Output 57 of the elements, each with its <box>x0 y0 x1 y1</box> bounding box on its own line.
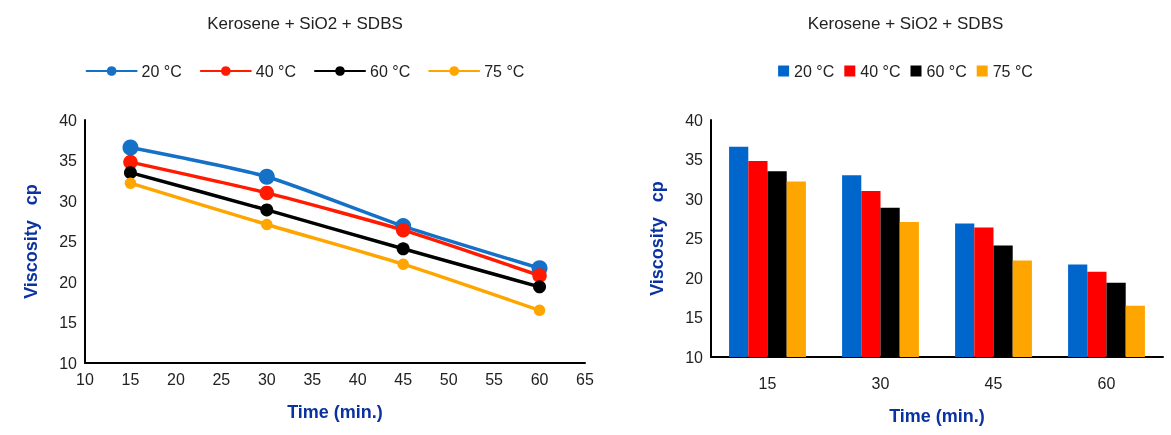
point <box>533 280 547 294</box>
y-tick-label: 10 <box>59 354 78 372</box>
point <box>122 139 139 156</box>
legend-label: 20 °C <box>141 62 182 80</box>
x-axis-title: Time (min.) <box>287 402 383 422</box>
y-tick-label: 40 <box>59 111 78 129</box>
x-tick-label: 10 <box>76 370 94 388</box>
y-tick-label: 20 <box>59 273 78 291</box>
point <box>395 222 411 238</box>
point <box>532 268 547 283</box>
x-tick-label: 30 <box>257 370 276 388</box>
point <box>397 258 409 270</box>
y-tick-label: 20 <box>685 269 704 287</box>
point <box>396 242 410 256</box>
x-tick-label: 60 <box>530 370 549 388</box>
legend-label: 20 °C <box>794 62 835 80</box>
legend-label: 60 °C <box>370 62 411 80</box>
point <box>258 168 275 185</box>
x-tick-label: 40 <box>348 370 367 388</box>
legend-label: 40 °C <box>860 62 901 80</box>
y-tick-label: 30 <box>59 192 78 210</box>
legend-label: 40 °C <box>255 62 297 80</box>
x-tick-label: 15 <box>121 370 140 388</box>
point <box>259 185 275 201</box>
y-tick-label: 35 <box>59 152 78 169</box>
x-tick-label: 25 <box>212 370 231 388</box>
chart-title: Kerosene + SiO2 + SDBS <box>207 14 403 33</box>
point <box>533 304 546 317</box>
x-tick-label: 65 <box>576 370 594 388</box>
chart-title: Kerosene + SiO2 + SDBS <box>807 14 1004 33</box>
point <box>123 166 137 180</box>
legend-label: 75 °C <box>992 62 1033 80</box>
y-tick-label: 40 <box>685 111 704 129</box>
y-tick-label: 35 <box>685 151 704 168</box>
y-tick-label: 15 <box>685 309 704 326</box>
point <box>260 203 274 217</box>
x-tick-label: 35 <box>303 370 322 388</box>
x-tick-label: 30 <box>871 374 890 392</box>
x-tick-label: 55 <box>485 370 504 388</box>
legend-label: 75 °C <box>484 62 525 80</box>
y-tick-label: 25 <box>685 230 704 247</box>
point <box>261 218 273 231</box>
y-tick-label: 25 <box>59 233 78 250</box>
point <box>124 177 137 189</box>
x-axis-title: Time (min.) <box>889 406 985 426</box>
y-axis-title: Viscosity cp <box>647 181 667 296</box>
y-axis-title: Viscosity cp <box>21 184 41 299</box>
x-tick-label: 15 <box>758 374 777 392</box>
y-tick-label: 10 <box>685 348 704 366</box>
x-tick-label: 50 <box>439 370 458 388</box>
x-tick-label: 45 <box>394 370 413 388</box>
x-tick-label: 60 <box>1097 374 1116 392</box>
y-tick-label: 15 <box>59 314 78 331</box>
y-tick-label: 30 <box>685 190 704 208</box>
x-tick-label: 20 <box>167 370 185 388</box>
x-tick-label: 45 <box>984 374 1003 392</box>
legend-label: 60 °C <box>926 62 967 80</box>
